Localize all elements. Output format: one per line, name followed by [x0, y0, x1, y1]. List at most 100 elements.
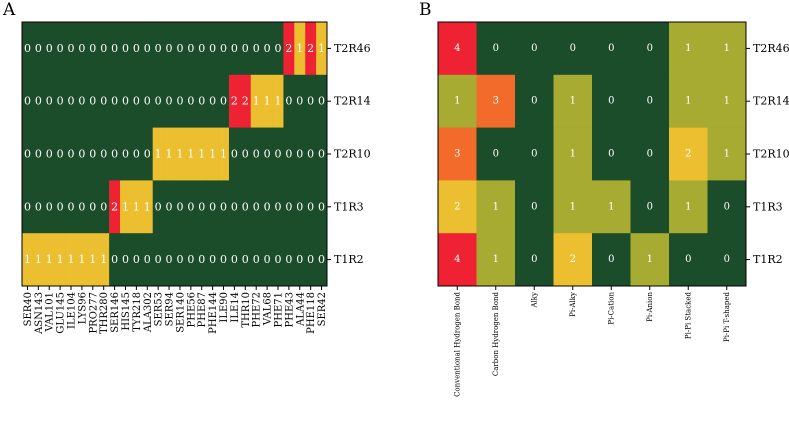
heatmap-cell [141, 22, 154, 76]
cell-value-label: 1 [122, 200, 129, 213]
column-label: ILE104 [67, 292, 78, 329]
cell-value-label: 0 [242, 253, 249, 266]
row-label: T2R46 [753, 42, 789, 55]
heatmap-cell [283, 180, 295, 234]
heatmap-cell [98, 180, 110, 234]
cell-value-label: 0 [647, 149, 653, 160]
heatmap-cell [22, 127, 34, 181]
heatmap-cell [239, 22, 252, 76]
heatmap-cell [553, 180, 593, 234]
cell-value-label: 0 [242, 148, 249, 161]
heatmap-cell [185, 180, 197, 234]
cell-value-label: 0 [24, 200, 31, 213]
heatmap-cell [130, 180, 143, 234]
heatmap-cell [476, 22, 516, 76]
cell-value-label: 0 [100, 148, 107, 161]
column-label: Pi-Anion [646, 292, 654, 322]
heatmap-cell [669, 180, 708, 234]
cell-value-label: 0 [89, 148, 96, 161]
cell-value-label: 2 [570, 254, 576, 265]
cell-value-label: 1 [685, 96, 691, 107]
heatmap-cell [592, 74, 631, 128]
cell-value-label: 0 [220, 42, 227, 55]
column-label: PHE144 [208, 292, 219, 334]
heatmap-cell [630, 127, 670, 181]
heatmap-cell [316, 180, 328, 234]
heatmap-cell [250, 127, 262, 181]
heatmap-cell [98, 22, 110, 76]
heatmap-cell [316, 22, 328, 76]
heatmap-cell [316, 74, 328, 128]
cell-value-label: 0 [242, 42, 249, 55]
heatmap-cell [163, 127, 175, 181]
cell-value-label: 0 [608, 96, 614, 107]
heatmap-cell [294, 127, 306, 181]
heatmap-cell [476, 233, 516, 287]
cell-value-label: 1 [100, 253, 107, 266]
heatmap-cell [218, 127, 230, 181]
heatmap-cell [218, 233, 230, 287]
column-label: Pi-Pi Stacked [685, 291, 693, 339]
column-label: VAL68 [263, 292, 274, 326]
cell-value-label: 0 [24, 42, 31, 55]
heatmap-cell [272, 180, 284, 234]
heatmap-cell [592, 127, 631, 181]
heatmap-cell [109, 180, 121, 234]
heatmap-cell [87, 180, 99, 234]
heatmap-cell [32, 74, 45, 128]
cell-value-label: 1 [264, 95, 271, 108]
cell-value-label: 0 [133, 148, 140, 161]
heatmap-cell [22, 233, 34, 287]
cell-value-label: 0 [78, 148, 85, 161]
cell-value-label: 0 [285, 95, 292, 108]
cell-value-label: 0 [296, 200, 303, 213]
cell-value-label: 1 [68, 253, 75, 266]
heatmap-b: 4 0 0 0 0 0 1 1 1 3 0 1 0 0 1 1 3 0 0 1 0 0 2 1 2 1 0 1 1 0 1 0 4 1 0 2 0 1 0 0… [437, 21, 789, 397]
column-label: PHE72 [252, 292, 263, 327]
cell-value-label: 1 [166, 148, 173, 161]
heatmap-cell [32, 22, 45, 76]
heatmap-cell [272, 233, 284, 287]
heatmap-cell [76, 127, 88, 181]
heatmap-cell [174, 22, 186, 76]
cell-value-label: 1 [274, 95, 281, 108]
cell-value-label: 0 [122, 253, 129, 266]
cell-value-label: 0 [531, 201, 537, 212]
cell-value-label: 1 [133, 200, 140, 213]
heatmap-cell [630, 74, 670, 128]
panel-label-a: A [2, 0, 16, 20]
cell-value-label: 0 [24, 148, 31, 161]
heatmap-cell [54, 180, 66, 234]
cell-value-label: 0 [231, 200, 238, 213]
cell-value-label: 0 [166, 200, 173, 213]
heatmap-cell [476, 74, 516, 128]
heatmap-cell [707, 74, 747, 128]
heatmap-cell [43, 180, 55, 234]
heatmap-cell [87, 127, 99, 181]
heatmap-cell [669, 22, 708, 76]
heatmap-cell [174, 233, 186, 287]
cell-value-label: 0 [89, 95, 96, 108]
heatmap-cell [185, 233, 197, 287]
cell-value-label: 0 [493, 149, 499, 160]
cell-value-label: 0 [608, 149, 614, 160]
cell-value-label: 0 [198, 42, 205, 55]
heatmap-cell [120, 74, 132, 128]
cell-value-label: 0 [296, 253, 303, 266]
cell-value-label: 0 [570, 43, 576, 54]
heatmap-cell [316, 233, 328, 287]
heatmap-cell [185, 127, 197, 181]
heatmap-cell [261, 233, 273, 287]
heatmap-cell [250, 74, 262, 128]
cell-value-label: 0 [318, 200, 325, 213]
cell-value-label: 0 [318, 148, 325, 161]
cell-value-label: 0 [220, 200, 227, 213]
heatmap-cell [65, 233, 77, 287]
heatmap-cell [438, 233, 477, 287]
cell-value-label: 0 [176, 95, 183, 108]
heatmap-cell [207, 74, 219, 128]
heatmap-cell [283, 22, 295, 76]
cell-value-label: 0 [274, 148, 281, 161]
heatmap-cell [305, 180, 317, 234]
